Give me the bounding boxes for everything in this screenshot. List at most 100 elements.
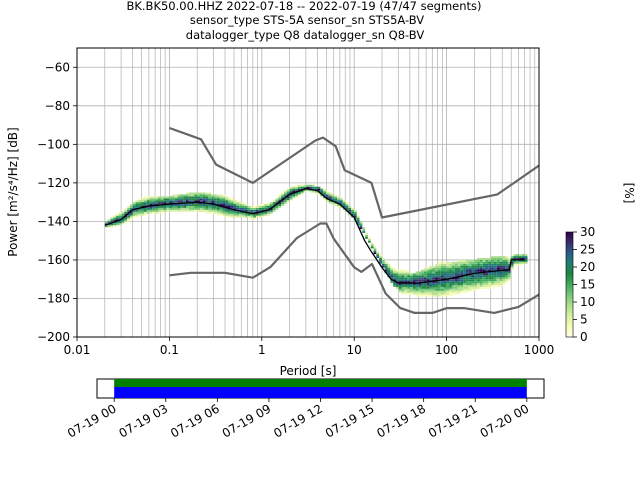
pdf-cell — [241, 207, 245, 210]
pdf-cell — [216, 207, 220, 210]
pdf-cell — [463, 265, 466, 268]
pdf-cell — [421, 290, 424, 293]
pdf-cell — [253, 207, 256, 210]
pdf-cell — [432, 286, 436, 289]
pdf-cell — [479, 277, 483, 280]
pdf-cell — [253, 213, 256, 216]
pdf-cell — [239, 211, 242, 214]
pdf-cell — [407, 281, 410, 284]
pdf-cell — [521, 256, 525, 259]
pdf-cell — [194, 205, 198, 208]
pdf-cell — [435, 290, 438, 293]
pdf-cell — [177, 209, 181, 212]
pdf-cell — [348, 209, 352, 212]
pdf-cell — [152, 207, 156, 210]
pdf-cell — [423, 273, 427, 276]
pdf-cell — [507, 271, 511, 274]
pdf-cell — [460, 277, 464, 280]
pdf-cell — [121, 213, 125, 216]
pdf-cell — [264, 205, 268, 208]
pdf-cell — [138, 202, 142, 205]
pdf-cell — [457, 288, 461, 291]
pdf-cell — [155, 202, 158, 205]
pdf-cell — [429, 286, 433, 289]
pdf-cell — [437, 273, 441, 276]
pdf-cell — [239, 207, 242, 210]
pdf-cell — [423, 283, 427, 285]
pdf-cell — [423, 286, 427, 289]
pdf-cell — [185, 192, 189, 195]
pdf-cell — [423, 292, 427, 295]
pdf-cell — [135, 205, 139, 208]
pdf-cell — [443, 275, 447, 278]
pdf-cell — [443, 263, 447, 266]
pdf-cell — [138, 207, 142, 210]
pdf-cell — [171, 200, 175, 203]
y-axis-label: Power [m²/s⁴/Hz] [dB] — [6, 127, 20, 256]
pdf-cell — [351, 211, 354, 214]
pdf-cell — [395, 273, 399, 276]
pdf-cell — [144, 211, 147, 214]
pdf-cell — [194, 207, 198, 210]
pdf-cell — [295, 192, 298, 195]
pdf-cell — [250, 207, 254, 210]
pdf-cell — [227, 215, 231, 218]
pdf-cell — [247, 205, 251, 208]
pdf-cell — [457, 281, 461, 284]
pdf-cell — [443, 277, 447, 280]
pdf-cell — [194, 202, 198, 205]
pdf-cell — [415, 275, 419, 278]
pdf-cell — [493, 271, 497, 274]
pdf-cell — [457, 267, 461, 270]
pdf-cell — [144, 200, 147, 203]
pdf-cell — [437, 269, 441, 272]
pdf-cell — [135, 215, 139, 218]
pdf-cell — [144, 204, 147, 206]
pdf-cell — [435, 269, 438, 272]
pdf-cell — [451, 283, 455, 285]
pdf-cell — [477, 265, 480, 268]
pdf-cell — [493, 281, 497, 284]
pdf-cell — [297, 194, 301, 197]
pdf-cell — [454, 261, 458, 264]
colorbar: 0 5 10 15 20 25 30 [%] — [565, 183, 636, 344]
pdf-cell — [513, 258, 517, 260]
pdf-cell — [337, 196, 340, 199]
pdf-cell — [227, 209, 231, 212]
plot-frame — [76, 47, 540, 338]
pdf-cell — [412, 284, 416, 287]
pdf-cell — [418, 275, 422, 278]
pdf-cell — [185, 205, 189, 208]
pdf-cell — [278, 194, 282, 197]
pdf-cell — [362, 227, 366, 230]
pdf-cell — [516, 258, 520, 260]
pdf-cell — [141, 200, 145, 203]
pdf-cell — [451, 261, 455, 264]
pdf-cell — [185, 200, 189, 203]
pdf-cell — [393, 275, 396, 278]
pdf-cell — [197, 200, 200, 203]
pdf-cell — [166, 200, 170, 203]
pdf-cell — [180, 205, 184, 208]
pdf-cell — [493, 261, 497, 264]
pdf-cell — [236, 207, 240, 210]
pdf-cell — [149, 204, 153, 206]
pdf-cell — [376, 252, 380, 255]
pdf-cell — [505, 265, 508, 268]
pdf-cell — [435, 288, 438, 291]
pdf-cell — [216, 202, 220, 205]
timeline-tick-label: 07-19 12 — [271, 401, 325, 440]
pdf-cell — [449, 263, 452, 266]
pdf-cell — [188, 198, 192, 201]
pdf-cell — [118, 215, 122, 218]
pdf-cell — [421, 286, 424, 289]
pdf-cell — [152, 211, 156, 214]
pdf-cell — [502, 277, 506, 280]
pdf-cell — [222, 204, 226, 206]
pdf-cell — [395, 277, 399, 280]
pdf-cell — [457, 269, 461, 272]
pdf-cell — [199, 205, 203, 208]
pdf-cell — [510, 267, 514, 270]
pdf-cell — [426, 267, 430, 270]
